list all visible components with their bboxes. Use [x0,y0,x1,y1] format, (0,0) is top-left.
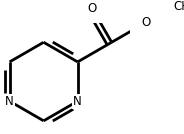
Text: N: N [73,95,82,108]
Text: CH₃: CH₃ [173,0,184,13]
Text: O: O [141,16,150,29]
Text: O: O [87,2,97,15]
Text: N: N [5,95,14,108]
